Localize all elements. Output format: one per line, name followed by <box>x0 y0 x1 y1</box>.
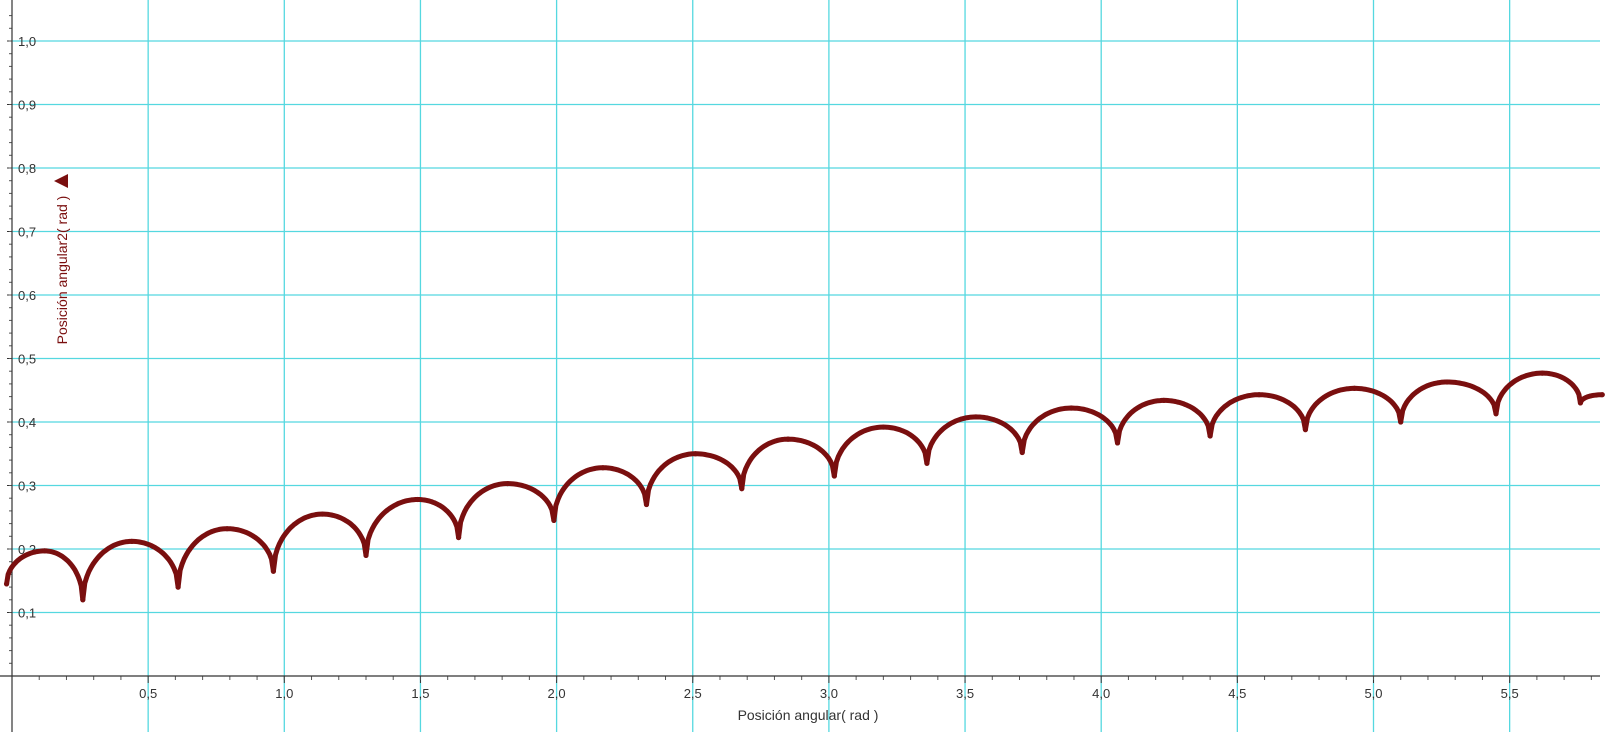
y-tick-label: 0,9 <box>18 98 36 113</box>
x-tick-label: 2,5 <box>684 686 702 701</box>
data-point <box>600 465 606 471</box>
y-tick-label: 0,5 <box>18 352 36 367</box>
data-point <box>80 597 86 603</box>
data-point <box>1539 370 1545 376</box>
data-point <box>1161 397 1167 404</box>
data-point <box>1302 427 1309 433</box>
data-point <box>415 496 421 503</box>
data-point <box>973 414 979 420</box>
x-tick-label: 5,0 <box>1364 686 1382 701</box>
x-tick-label: 1,0 <box>275 686 293 701</box>
data-point <box>643 501 650 508</box>
y-tick-label: 0,4 <box>18 415 36 430</box>
data-point <box>785 436 791 442</box>
data-point <box>1444 379 1450 385</box>
data-point <box>270 568 277 574</box>
data-point <box>129 538 135 544</box>
data-point <box>504 480 511 487</box>
y-tick-label: 0,1 <box>18 606 36 621</box>
x-axis-title: Posición angular( rad ) <box>738 707 879 723</box>
data-point <box>1599 392 1605 398</box>
data-point <box>1068 405 1074 411</box>
data-point <box>224 526 230 532</box>
y-tick-label: 1,0 <box>18 34 36 49</box>
x-tick-label: 3,5 <box>956 686 974 701</box>
data-point <box>1351 385 1358 391</box>
data-point <box>3 581 10 587</box>
data-point <box>1398 419 1404 425</box>
y-tick-label: 0,7 <box>18 225 36 240</box>
data-point <box>831 473 837 479</box>
x-tick-label: 4,5 <box>1228 686 1246 701</box>
y-tick-label: 0,6 <box>18 288 36 303</box>
data-point <box>42 548 48 554</box>
data-point <box>1256 392 1262 398</box>
data-point <box>175 584 181 590</box>
x-tick-label: 1,5 <box>411 686 429 701</box>
x-tick-label: 3,0 <box>820 686 838 701</box>
x-tick-label: 5,5 <box>1501 686 1519 701</box>
data-point <box>363 552 369 558</box>
x-tick-label: 4,0 <box>1092 686 1110 701</box>
grid-lines <box>12 0 1600 732</box>
data-point <box>692 451 699 457</box>
data-point <box>1019 449 1025 456</box>
series-layer <box>3 370 1605 603</box>
y-axis-marker-triangle-icon <box>54 174 68 188</box>
data-point <box>880 424 886 430</box>
series-line <box>4 370 1605 603</box>
y-axis-title: Posición angular2( rad ) <box>54 196 70 345</box>
data-point <box>924 460 930 466</box>
x-tick-label: 2,0 <box>548 686 566 701</box>
data-point <box>455 534 462 541</box>
tick-labels: 0,5 1,0 1,5 2,0 2,5 3,0 3,5 4,0 4,5 5,0 5,50,10,20… <box>18 34 1519 701</box>
data-point <box>1493 411 1499 417</box>
data-point <box>1114 440 1121 446</box>
data-point <box>739 486 745 492</box>
y-tick-label: 0,3 <box>18 479 36 494</box>
data-point <box>551 517 557 524</box>
data-point <box>319 511 326 517</box>
data-point <box>1207 433 1213 439</box>
data-point <box>1577 400 1584 406</box>
y-tick-label: 0,8 <box>18 161 36 176</box>
x-tick-label: 0,5 <box>139 686 157 701</box>
